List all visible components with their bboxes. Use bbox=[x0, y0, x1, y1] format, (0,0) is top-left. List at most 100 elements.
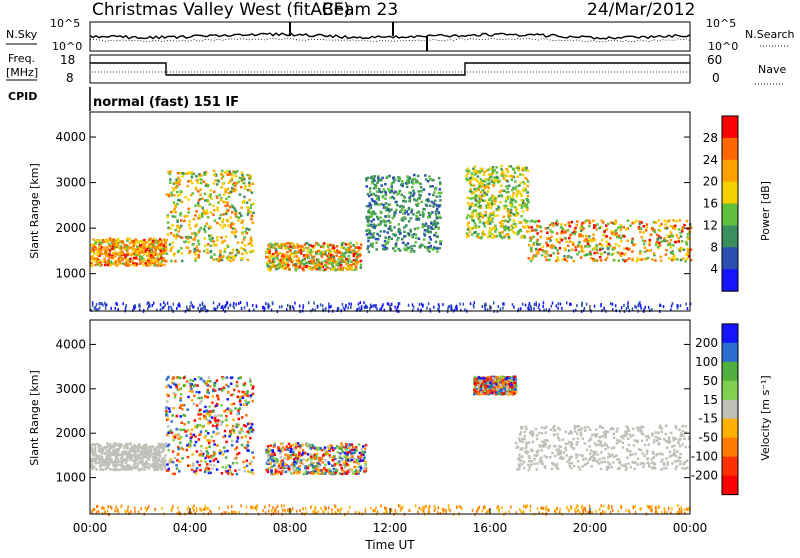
scatter-cell bbox=[217, 201, 220, 204]
scatter-cell bbox=[206, 383, 209, 386]
scatter-cell bbox=[628, 257, 631, 260]
scatter-cell bbox=[203, 410, 206, 413]
scatter-cell bbox=[501, 173, 504, 176]
scatter-cell bbox=[208, 468, 211, 471]
scatter-cell bbox=[186, 185, 189, 188]
scatter-cell bbox=[326, 261, 329, 264]
scatter-cell bbox=[522, 225, 525, 228]
scatter-cell bbox=[308, 244, 311, 247]
scatter-cell bbox=[296, 243, 299, 246]
scatter-cell bbox=[367, 240, 370, 243]
scatter-cell bbox=[204, 461, 207, 464]
scatter-cell bbox=[91, 256, 94, 259]
noise-cell bbox=[450, 304, 452, 307]
scatter-cell bbox=[163, 245, 166, 248]
scatter-cell bbox=[191, 192, 194, 195]
scatter-cell bbox=[357, 456, 360, 459]
scatter-cell bbox=[493, 176, 496, 179]
scatter-cell bbox=[559, 247, 562, 250]
scatter-cell bbox=[531, 229, 534, 232]
noise-cell bbox=[164, 304, 166, 307]
scatter-cell bbox=[474, 165, 477, 168]
scatter-cell bbox=[156, 254, 159, 257]
scatter-cell bbox=[236, 249, 239, 252]
scatter-cell bbox=[620, 255, 623, 258]
scatter-cell bbox=[241, 430, 244, 433]
noise-cell bbox=[417, 308, 419, 311]
scatter-cell bbox=[226, 450, 229, 453]
scatter-cell bbox=[401, 183, 404, 186]
scatter-cell bbox=[280, 456, 283, 459]
scatter-cell bbox=[162, 247, 165, 250]
scatter-cell bbox=[245, 252, 248, 255]
scatter-cell bbox=[140, 468, 143, 471]
scatter-cell bbox=[221, 256, 224, 258]
scatter-cell bbox=[206, 222, 209, 225]
scatter-cell bbox=[135, 450, 138, 453]
scatter-cell bbox=[610, 221, 613, 224]
scatter-cell bbox=[472, 177, 475, 180]
scatter-cell bbox=[200, 450, 203, 453]
scatter-cell bbox=[411, 248, 414, 251]
scatter-cell bbox=[346, 463, 349, 466]
scatter-cell bbox=[234, 228, 237, 231]
scatter-cell bbox=[471, 233, 474, 236]
noise-cell bbox=[648, 306, 650, 309]
noise-cell bbox=[252, 304, 254, 307]
noise-cell bbox=[529, 302, 531, 305]
scatter-cell bbox=[436, 217, 439, 220]
scatter-cell bbox=[408, 220, 411, 223]
scatter-cell bbox=[210, 211, 213, 214]
scatter-cell bbox=[176, 181, 179, 184]
scatter-cell bbox=[195, 470, 198, 473]
scatter-cell bbox=[378, 179, 381, 182]
scatter-cell bbox=[528, 230, 531, 233]
scatter-cell bbox=[631, 250, 634, 253]
scatter-cell bbox=[162, 450, 165, 453]
scatter-cell bbox=[556, 232, 559, 235]
scatter-cell bbox=[512, 192, 515, 195]
scatter-cell bbox=[246, 390, 249, 393]
scatter-cell bbox=[507, 171, 510, 174]
scatter-cell bbox=[357, 462, 360, 465]
scatter-cell bbox=[175, 386, 178, 389]
noise-cell bbox=[221, 306, 223, 309]
scatter-cell bbox=[282, 267, 285, 270]
scatter-cell bbox=[206, 450, 209, 453]
noise-cell bbox=[473, 304, 475, 307]
scatter-cell bbox=[348, 258, 351, 261]
scatter-cell bbox=[99, 459, 102, 462]
scatter-cell bbox=[672, 235, 675, 238]
scatter-cell bbox=[306, 261, 309, 264]
noise-cell bbox=[202, 301, 204, 304]
noise-cell bbox=[322, 304, 324, 307]
scatter-cell bbox=[215, 433, 218, 436]
scatter-cell bbox=[517, 233, 520, 236]
scatter-cell bbox=[196, 450, 199, 453]
scatter-cell bbox=[507, 208, 510, 211]
scatter-cell bbox=[331, 456, 334, 459]
scatter-cell bbox=[173, 201, 176, 204]
nave-tick-lo: 0 bbox=[712, 71, 720, 85]
scatter-cell bbox=[311, 245, 314, 248]
scatter-cell bbox=[221, 389, 224, 392]
noise-cell bbox=[313, 302, 315, 305]
scatter-cell bbox=[244, 470, 247, 473]
scatter-cell bbox=[337, 447, 340, 450]
scatter-cell bbox=[627, 240, 630, 243]
scatter-cell bbox=[347, 248, 350, 251]
scatter-cell bbox=[241, 222, 244, 225]
scatter-cell bbox=[213, 385, 216, 388]
scatter-cell bbox=[156, 264, 159, 267]
scatter-cell bbox=[387, 231, 390, 234]
scatter-cell bbox=[295, 255, 298, 257]
scatter-cell bbox=[95, 468, 98, 471]
scatter-cell bbox=[112, 239, 115, 242]
scatter-cell bbox=[661, 240, 664, 243]
scatter-cell bbox=[318, 465, 321, 468]
scatter-cell bbox=[218, 260, 221, 263]
scatter-cell bbox=[117, 244, 120, 247]
scatter-cell bbox=[200, 400, 203, 403]
noise-cell bbox=[397, 306, 399, 309]
noise-cell bbox=[634, 305, 636, 308]
